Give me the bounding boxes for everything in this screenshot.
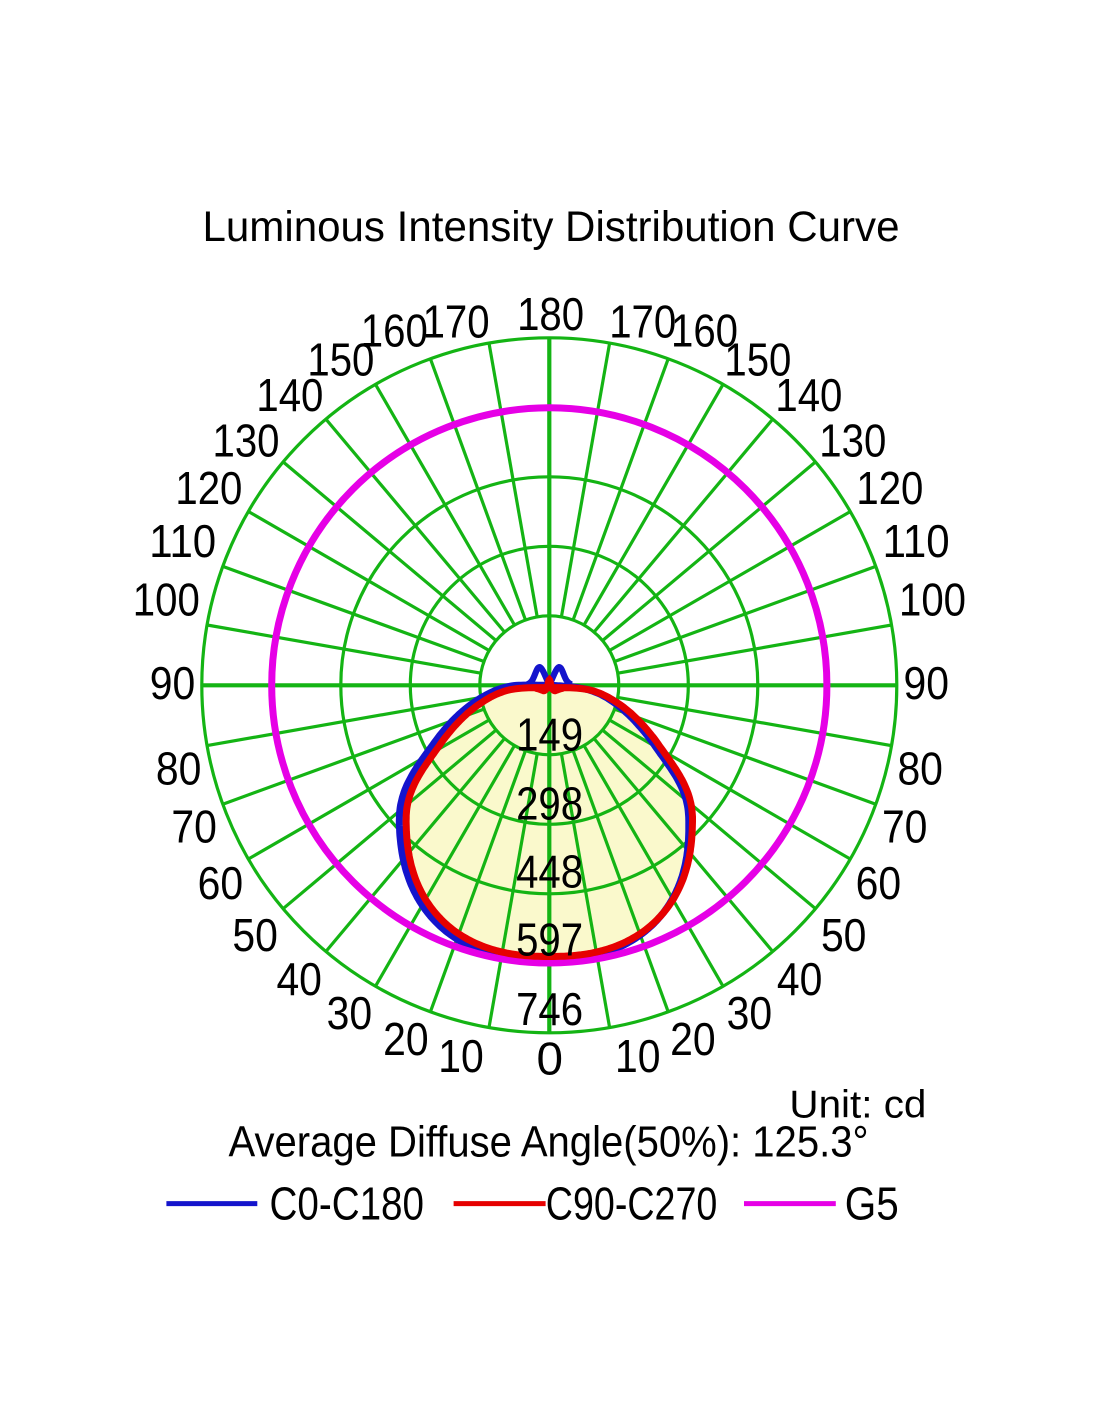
svg-text:120: 120 bbox=[856, 462, 923, 514]
svg-text:150: 150 bbox=[307, 334, 374, 386]
svg-text:G5: G5 bbox=[845, 1177, 899, 1229]
svg-text:30: 30 bbox=[727, 987, 773, 1039]
svg-text:149: 149 bbox=[516, 709, 583, 761]
svg-text:C0-C180: C0-C180 bbox=[270, 1177, 425, 1229]
svg-text:110: 110 bbox=[883, 515, 950, 567]
svg-text:140: 140 bbox=[775, 369, 842, 421]
svg-text:110: 110 bbox=[149, 515, 216, 567]
svg-text:70: 70 bbox=[171, 801, 217, 853]
svg-text:90: 90 bbox=[904, 657, 950, 709]
svg-text:130: 130 bbox=[819, 415, 886, 467]
svg-text:170: 170 bbox=[609, 296, 676, 348]
svg-text:90: 90 bbox=[150, 657, 196, 709]
svg-text:20: 20 bbox=[670, 1013, 716, 1065]
svg-text:100: 100 bbox=[899, 574, 966, 626]
svg-text:40: 40 bbox=[276, 953, 322, 1005]
svg-text:160: 160 bbox=[361, 305, 428, 357]
svg-text:70: 70 bbox=[882, 801, 928, 853]
svg-text:150: 150 bbox=[724, 334, 791, 386]
svg-text:Unit: cd: Unit: cd bbox=[789, 1084, 926, 1127]
svg-text:50: 50 bbox=[821, 909, 867, 961]
svg-text:160: 160 bbox=[671, 305, 738, 357]
svg-text:746: 746 bbox=[516, 983, 583, 1035]
svg-text:30: 30 bbox=[327, 987, 373, 1039]
svg-text:298: 298 bbox=[516, 778, 583, 830]
svg-text:180: 180 bbox=[517, 288, 584, 340]
svg-text:100: 100 bbox=[133, 574, 200, 626]
svg-text:80: 80 bbox=[897, 743, 943, 795]
svg-text:40: 40 bbox=[777, 953, 823, 1005]
svg-text:Average Diffuse Angle(50%): 12: Average Diffuse Angle(50%): 125.3° bbox=[229, 1118, 869, 1167]
svg-text:170: 170 bbox=[423, 296, 490, 348]
svg-text:597: 597 bbox=[516, 914, 583, 966]
svg-text:448: 448 bbox=[516, 846, 583, 898]
svg-text:20: 20 bbox=[383, 1013, 429, 1065]
svg-text:60: 60 bbox=[856, 857, 902, 909]
svg-text:10: 10 bbox=[615, 1030, 661, 1082]
svg-text:140: 140 bbox=[256, 369, 323, 421]
svg-text:130: 130 bbox=[213, 415, 280, 467]
svg-text:C90-C270: C90-C270 bbox=[546, 1177, 718, 1229]
svg-text:120: 120 bbox=[175, 462, 242, 514]
svg-text:50: 50 bbox=[232, 909, 278, 961]
svg-text:80: 80 bbox=[156, 743, 202, 795]
svg-text:Luminous Intensity Distributio: Luminous Intensity Distribution Curve bbox=[203, 203, 900, 251]
svg-text:60: 60 bbox=[198, 857, 244, 909]
svg-text:10: 10 bbox=[438, 1030, 484, 1082]
svg-text:0: 0 bbox=[537, 1032, 564, 1084]
